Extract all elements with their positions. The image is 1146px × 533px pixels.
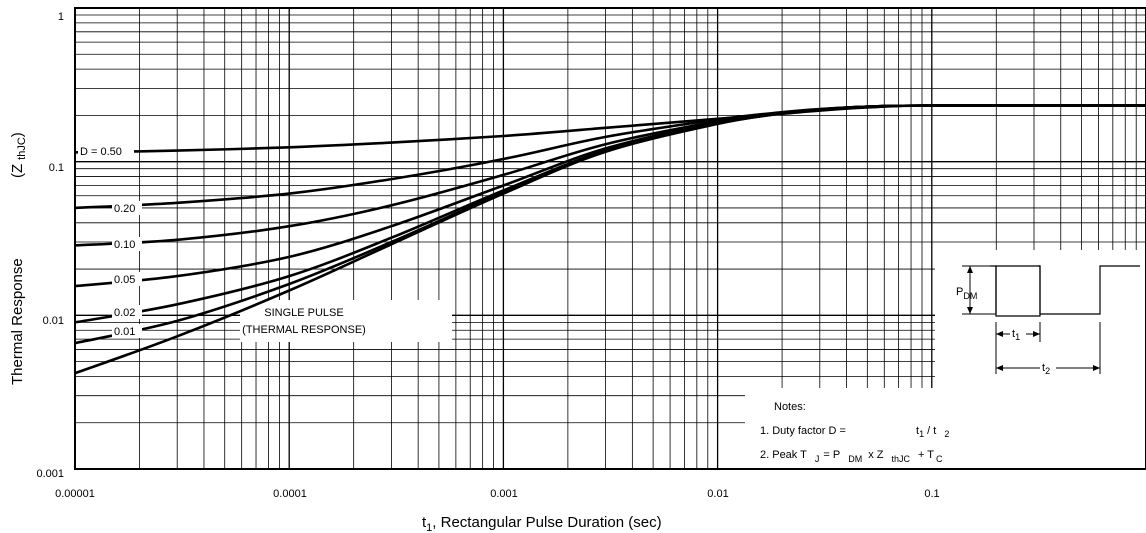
x-tick-label-0.0001: 0.0001 [273, 488, 307, 500]
curve-label-d050: D = 0.50 [80, 146, 122, 158]
notes-block: Notes: 1. Duty factor D = t1 / t 2 2. Pea… [760, 401, 949, 464]
note2-dm-sub: DM [848, 454, 862, 464]
single-pulse-label-background [240, 300, 452, 342]
single-pulse-sublabel: (THERMAL RESPONSE) [242, 324, 366, 336]
note1-text: 1. Duty factor D = [760, 425, 846, 437]
t2-arrow-left [996, 365, 1003, 371]
pdm-arrow-up [967, 266, 973, 273]
x-tick-label-0.01: 0.01 [707, 488, 728, 500]
pdm-arrow-down [967, 307, 973, 314]
t1-arrow-left [996, 331, 1003, 337]
note2-text: 2. Peak T [760, 449, 807, 461]
x-tick-label-0.00001: 0.00001 [55, 488, 95, 500]
y-tick-label-1: 1 [58, 11, 64, 23]
note2-plus: + T [918, 449, 934, 461]
curve-label-d001: 0.01 [114, 326, 135, 338]
curve-label-bg-002 [112, 305, 142, 319]
note1-t1: t [916, 425, 919, 437]
note1-slash: / t [924, 425, 936, 437]
t2-arrow-right [1093, 365, 1100, 371]
t1-label-sub: 1 [1015, 332, 1020, 342]
y-axis-label: Thermal Response [9, 258, 26, 385]
note2-thjc-sub: thJC [892, 454, 911, 464]
pulse-waveform-inset: PDM t1 t2 [956, 265, 1140, 376]
note1-t2-sub: 2 [944, 429, 949, 439]
curve-label-bg-005 [112, 272, 142, 286]
x-axis-label-t: t [422, 514, 427, 531]
curves [74, 104, 1146, 375]
y-axis-label-zopen: (Z [9, 164, 26, 178]
single-pulse-label: SINGLE PULSE [264, 307, 343, 319]
t1-arrow-right [1033, 331, 1040, 337]
notes-background [745, 388, 1146, 468]
note2-eq: = P [823, 449, 840, 461]
t1-label-main: t [1012, 328, 1015, 340]
pdm-label-sub: DM [963, 291, 977, 301]
curve-label-bg-020 [112, 201, 142, 215]
plot-frame [74, 7, 1146, 470]
note1-t1-sub: 1 [919, 429, 924, 439]
curve-label-d005: 0.05 [114, 274, 135, 286]
x-tick-label-0.1: 0.1 [924, 488, 939, 500]
curve-single-pulse [74, 104, 1146, 375]
t1-label: t1 [1012, 328, 1020, 342]
t2-label-bg [1040, 361, 1056, 374]
x-axis-label: t1, Rectangular Pulse Duration (sec) [422, 514, 662, 533]
pulse-waveform-main [995, 265, 1140, 315]
y-axis-label-zsub: thJC [16, 137, 28, 160]
t2-label: t2 [1042, 362, 1050, 376]
t1-label-bg [1010, 327, 1026, 340]
x-axis-label-sub: 1 [426, 522, 432, 533]
y-axis-label-zclose: ) [9, 132, 26, 137]
y-tick-label-0.01: 0.01 [43, 315, 64, 327]
curve-label-d010: 0.10 [114, 239, 135, 251]
note2-c-sub: C [936, 454, 943, 464]
note-duty-factor: 1. Duty factor D = t1 / t 2 [760, 425, 949, 439]
curve-label-d020: 0.20 [114, 203, 135, 215]
note2-j-sub: J [815, 454, 820, 464]
pdm-label: PDM [956, 286, 977, 301]
curve-label-d002: 0.02 [114, 307, 135, 319]
curve-label-bg-001 [112, 324, 142, 338]
t2-label-main: t [1042, 362, 1045, 374]
x-axis-label-rest: , Rectangular Pulse Duration (sec) [432, 514, 661, 531]
t2-label-sub: 2 [1045, 366, 1050, 376]
curve-label-bg-050 [78, 144, 134, 158]
notes-title: Notes: [774, 401, 806, 413]
note2-x: x Z [868, 449, 884, 461]
x-tick-label-0.001: 0.001 [490, 488, 518, 500]
y-axis-label-main: Thermal Response [9, 258, 26, 385]
y-axis-label-zthjc: (Z thJC) [9, 132, 28, 178]
y-tick-label-0.001: 0.001 [36, 468, 64, 480]
pdm-label-main: P [956, 286, 963, 298]
y-tick-label-0.1: 0.1 [49, 162, 64, 174]
curve-label-bg-010 [112, 237, 142, 251]
